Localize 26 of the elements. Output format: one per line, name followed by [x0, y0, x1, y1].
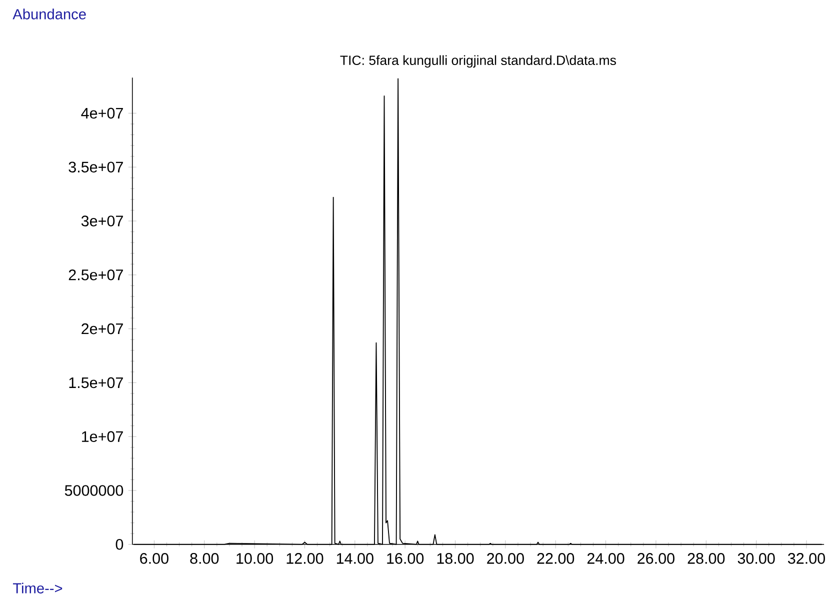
x-tick-label: 30.00 [738, 553, 775, 564]
x-tick-label: 8.00 [190, 553, 219, 564]
x-tick-label: 20.00 [487, 553, 524, 564]
y-tick-label: 1e+07 [82, 431, 123, 442]
y-tick-label: 0 [116, 538, 124, 550]
y-tick-label: 2.5e+07 [68, 269, 123, 280]
y-tick-label: 5000000 [64, 485, 124, 496]
x-axis-title: Time--> [12, 582, 62, 594]
chart-title: TIC: 5fara kungulli origjinal standard.D\data.ms [340, 55, 616, 68]
x-tick-label: 6.00 [140, 553, 168, 564]
y-tick-label: 3.5e+07 [68, 162, 123, 172]
y-tick-label: 4e+07 [81, 108, 123, 119]
y-axis-title: Abundance [12, 8, 86, 20]
x-tick-label: 10.00 [236, 553, 274, 564]
x-tick-label: 28.00 [688, 553, 725, 564]
x-tick-label: 16.00 [387, 553, 424, 564]
x-tick-label: 12.00 [286, 553, 324, 564]
x-tick-label: 24.00 [587, 553, 624, 564]
x-tick-label: 26.00 [638, 553, 674, 564]
y-tick-label: 3e+07 [81, 216, 123, 226]
x-tick-label: 18.00 [437, 553, 474, 564]
y-tick-label: 1.5e+07 [69, 377, 123, 388]
y-tick-label: 2e+07 [82, 323, 123, 334]
x-tick-label: 14.00 [336, 553, 374, 564]
x-tick-label: 32.00 [788, 553, 825, 564]
x-tick-label: 22.00 [537, 553, 574, 564]
